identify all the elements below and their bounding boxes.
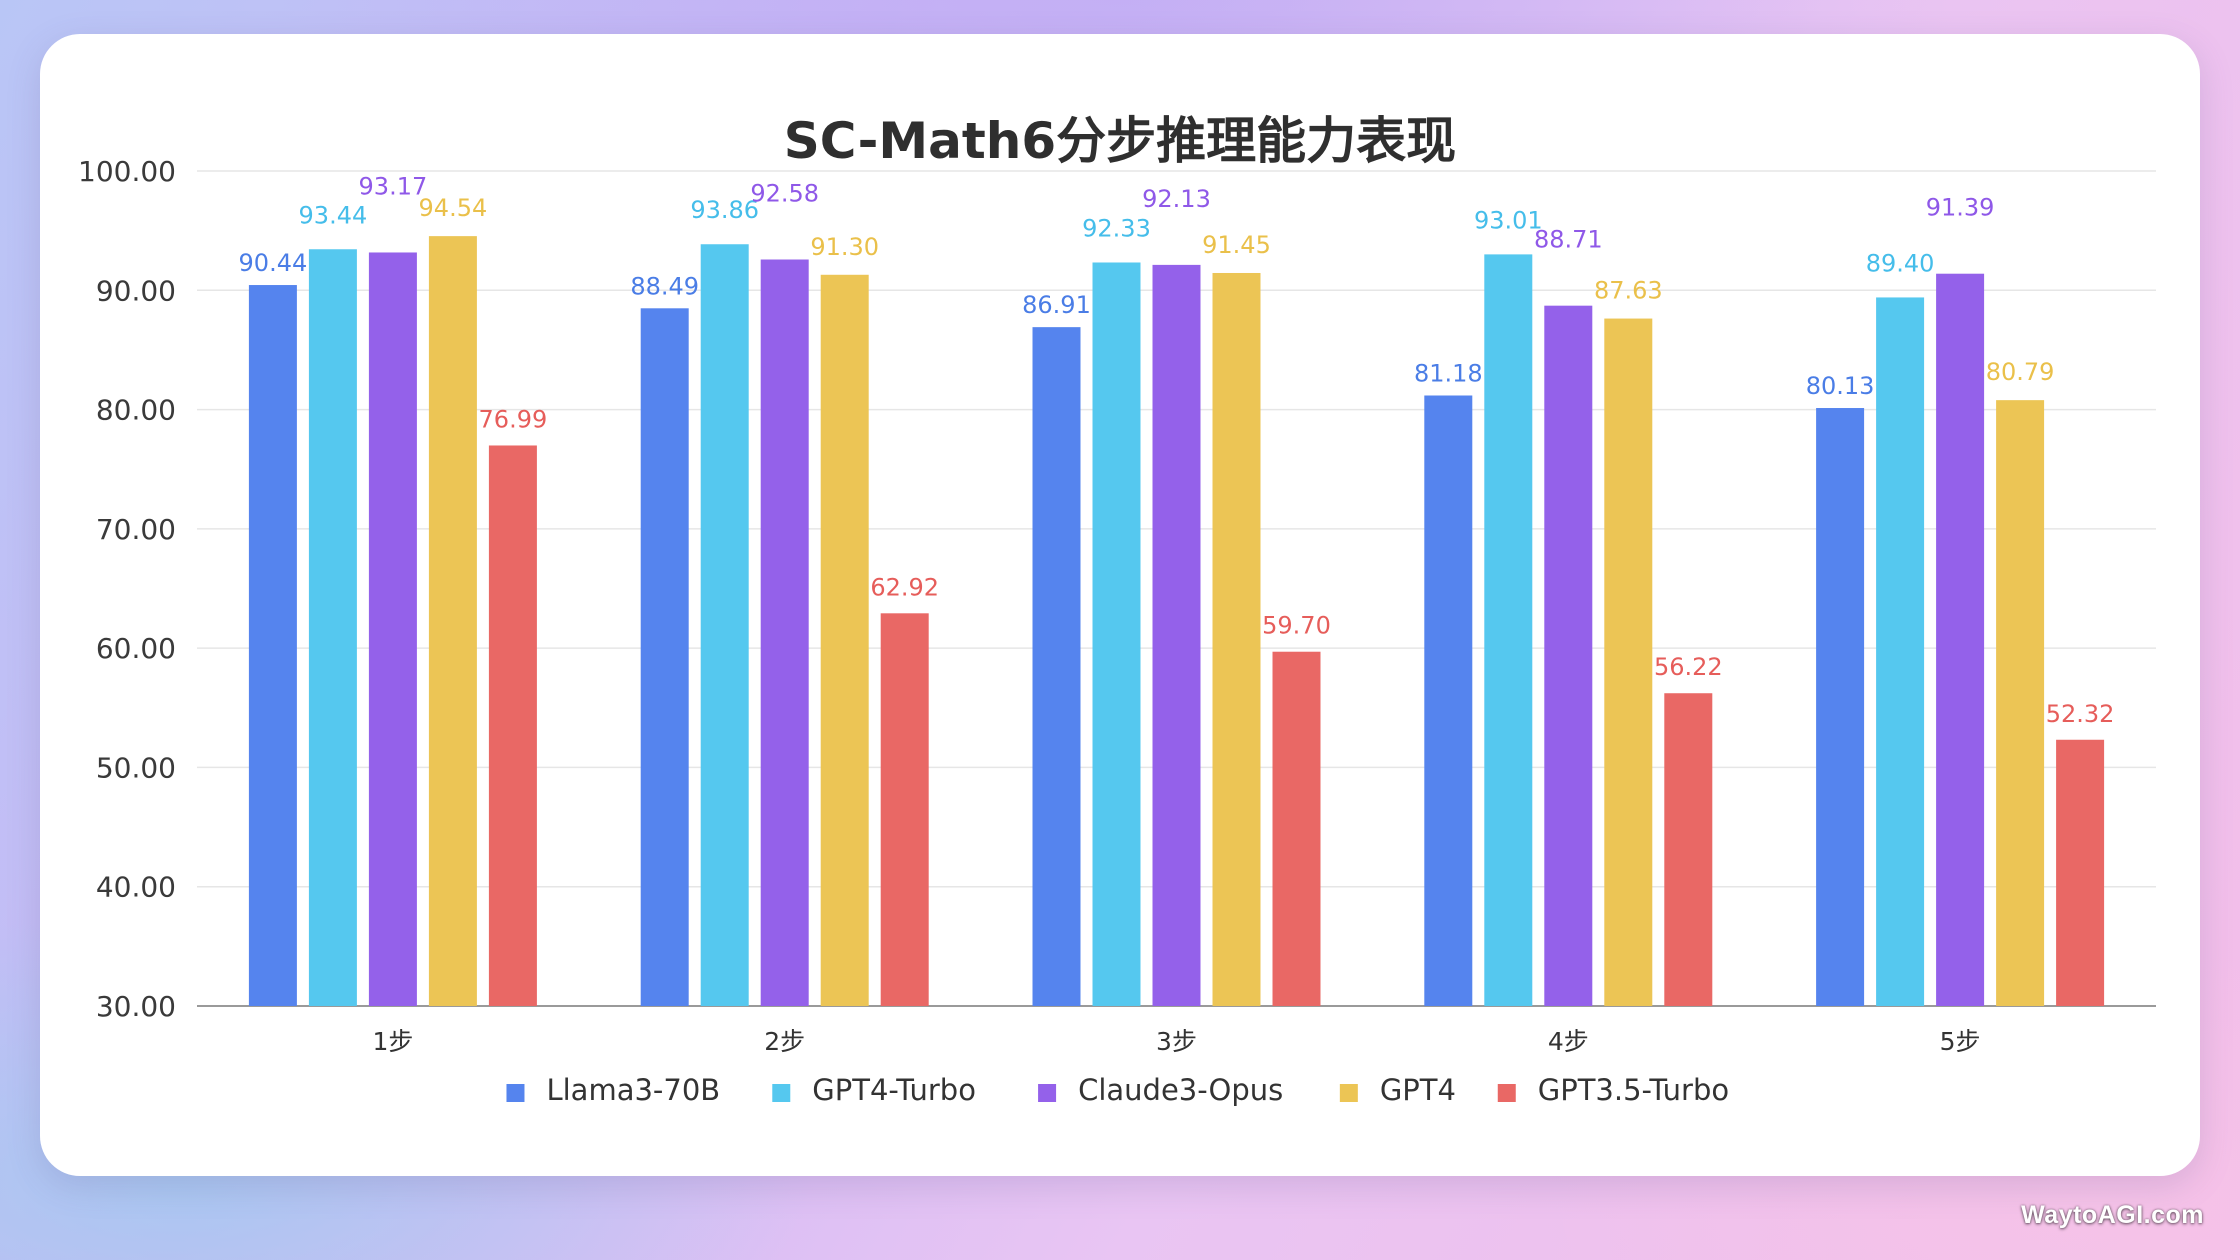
bar (1212, 272, 1261, 1007)
bar (1544, 305, 1593, 1006)
bar (368, 252, 417, 1006)
bar (308, 249, 357, 1006)
bar-chart: SC-Math6分步推理能力表现 30.00 40.00 50.00 60.00 70.… (78, 112, 2156, 1107)
bar (640, 308, 689, 1006)
y-tick-label: 40.00 (96, 871, 176, 904)
data-label: 80.13 (1806, 372, 1875, 400)
data-label: 76.99 (479, 405, 548, 433)
data-label: 93.17 (359, 172, 428, 200)
legend-swatch (1497, 1084, 1516, 1102)
bar (1152, 264, 1201, 1006)
bar (1876, 297, 1925, 1006)
data-label: 62.92 (870, 573, 939, 601)
data-label: 93.86 (690, 196, 759, 224)
legend-swatch (1339, 1084, 1358, 1102)
y-axis-tick-labels: 30.00 40.00 50.00 60.00 70.00 80.00 90.00 100.0… (78, 155, 176, 1023)
bar (1092, 262, 1141, 1006)
bar (1816, 408, 1865, 1006)
bar (248, 285, 297, 1007)
y-tick-label: 50.00 (96, 751, 176, 784)
data-label: 92.13 (1142, 185, 1211, 213)
bars (248, 236, 2105, 1007)
bar (1996, 400, 2045, 1007)
bar (488, 445, 537, 1006)
data-label: 52.32 (2046, 700, 2115, 728)
data-label: 56.22 (1654, 653, 1723, 681)
data-label: 80.79 (1986, 358, 2055, 386)
bar (428, 236, 477, 1006)
bar (760, 259, 809, 1006)
bar (820, 274, 869, 1006)
data-label: 93.44 (299, 201, 368, 229)
x-tick-label: 1步 (372, 1027, 413, 1056)
bar (880, 613, 929, 1006)
watermark-text: WaytoAGI.com (2021, 1201, 2204, 1229)
bar (1484, 254, 1533, 1006)
legend-label: GPT3.5-Turbo (1538, 1073, 1729, 1107)
data-label: 93.01 (1474, 206, 1543, 234)
data-label: 87.63 (1594, 277, 1663, 305)
data-label: 91.45 (1202, 231, 1271, 259)
data-label: 86.91 (1022, 291, 1091, 319)
data-label: 92.58 (750, 180, 819, 208)
bar (1424, 395, 1473, 1006)
bar (1604, 318, 1653, 1007)
y-tick-label: 90.00 (96, 274, 176, 307)
data-label: 91.39 (1926, 194, 1995, 222)
bar (1664, 693, 1713, 1006)
legend-label: GPT4-Turbo (812, 1073, 976, 1107)
x-tick-label: 2步 (764, 1027, 805, 1056)
legend-label: GPT4 (1380, 1073, 1456, 1107)
data-label: 92.33 (1082, 214, 1151, 242)
data-label: 91.30 (810, 233, 879, 261)
bar (700, 244, 749, 1006)
x-axis-tick-labels: 1步 2步 3步 4步 5步 (372, 1027, 1980, 1056)
x-tick-label: 5步 (1940, 1027, 1981, 1056)
chart-card: SC-Math6分步推理能力表现 30.00 40.00 50.00 60.00 70.… (40, 34, 2200, 1176)
y-tick-label: 30.00 (96, 990, 176, 1023)
legend-swatch (506, 1084, 525, 1102)
data-label: 90.44 (239, 249, 308, 277)
x-tick-label: 3步 (1156, 1027, 1197, 1056)
x-tick-label: 4步 (1548, 1027, 1589, 1056)
bar (1936, 273, 1985, 1006)
bar (1272, 651, 1321, 1006)
bar (1032, 327, 1081, 1006)
legend-swatch (772, 1084, 791, 1102)
bar (2056, 739, 2105, 1006)
y-tick-label: 80.00 (96, 394, 176, 427)
data-label: 88.71 (1534, 226, 1603, 254)
legend-label: Llama3-70B (546, 1073, 720, 1107)
legend-swatch (1038, 1084, 1057, 1102)
data-label: 88.49 (630, 272, 699, 300)
data-label: 89.40 (1866, 249, 1935, 277)
y-tick-label: 70.00 (96, 513, 176, 546)
data-label: 59.70 (1262, 612, 1331, 640)
y-tick-label: 60.00 (96, 632, 176, 665)
legend-label: Claude3-Opus (1078, 1073, 1283, 1107)
data-label: 81.18 (1414, 359, 1483, 387)
chart-title: SC-Math6分步推理能力表现 (784, 112, 1456, 170)
y-tick-label: 100.00 (78, 155, 176, 188)
legend: Llama3-70B GPT4-Turbo Claude3-Opus GPT4 GPT3… (506, 1073, 1729, 1107)
data-label: 94.54 (419, 194, 488, 222)
